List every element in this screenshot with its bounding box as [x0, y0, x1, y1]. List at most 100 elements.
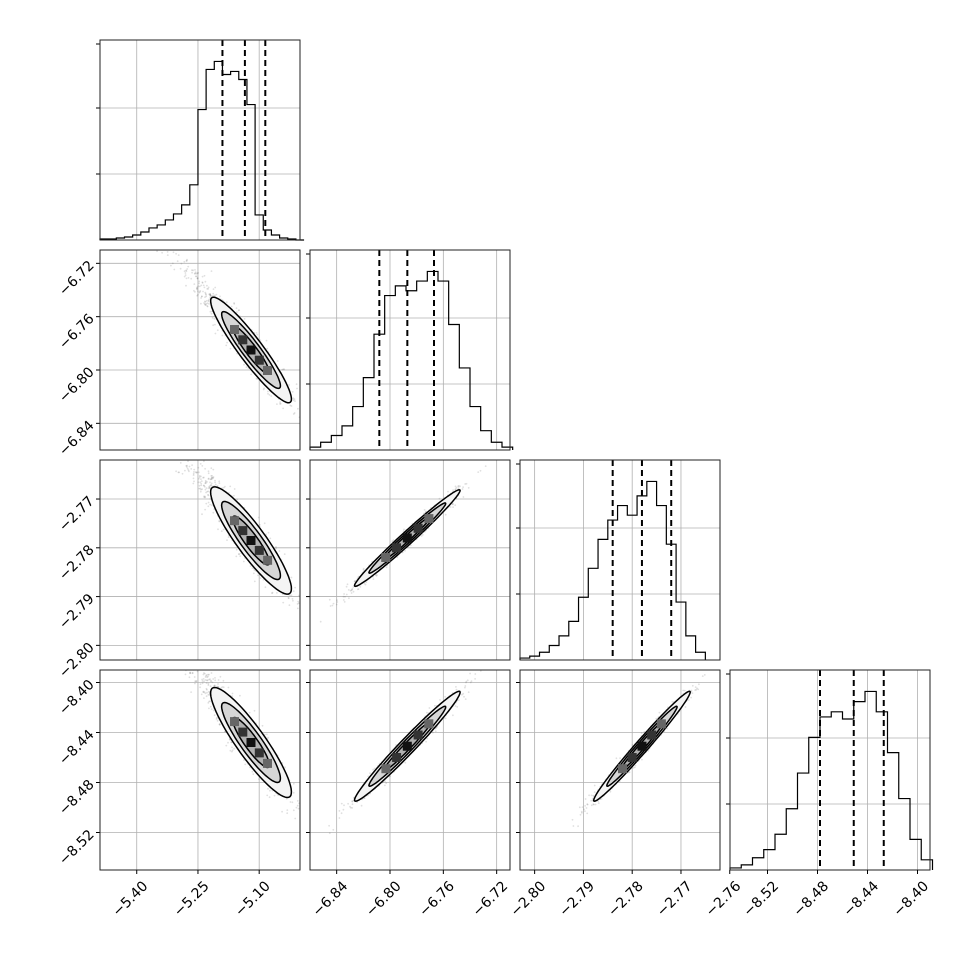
scatter-point: [267, 531, 270, 534]
scatter-point: [235, 548, 238, 551]
scatter-point: [186, 464, 188, 467]
scatter-point: [452, 489, 454, 491]
axes-frame: [309, 249, 511, 451]
scatter-point: [203, 484, 206, 487]
scatter-point: [264, 586, 267, 589]
scatter-point: [402, 530, 405, 533]
scatter-point: [292, 397, 295, 400]
scatter-point: [203, 672, 206, 675]
scatter-point: [267, 736, 270, 739]
scatter-point: [275, 547, 277, 550]
density-bin: [238, 526, 248, 536]
scatter-point: [187, 265, 190, 268]
scatter-point: [279, 403, 281, 405]
scatter-point: [454, 488, 457, 491]
scatter-point: [421, 533, 424, 536]
scatter-point: [291, 391, 294, 393]
scatter-point: [199, 290, 201, 293]
scatter-point: [205, 687, 208, 690]
scatter-point: [192, 472, 195, 475]
hist-panel-2: [516, 459, 721, 661]
scatter-point: [284, 766, 286, 769]
scatter-point: [244, 763, 247, 766]
scatter-point: [196, 287, 198, 290]
scatter-point: [201, 281, 204, 284]
scatter-point: [296, 607, 299, 610]
scatter-point: [336, 601, 339, 603]
scatter-point: [262, 578, 265, 581]
scatter-point: [257, 516, 260, 519]
scatter-point: [200, 488, 202, 491]
scatter-point: [449, 506, 452, 508]
scatter-point: [192, 477, 195, 480]
scatter-point: [294, 817, 297, 820]
scatter-point: [207, 494, 210, 497]
scatter-point: [267, 390, 269, 393]
scatter-point: [454, 485, 457, 488]
scatter-point: [352, 590, 355, 593]
scatter-point: [216, 329, 219, 332]
scatter-point: [288, 384, 290, 386]
scatter-point: [331, 604, 334, 607]
scatter-point: [175, 252, 178, 255]
scatter-point: [194, 471, 197, 474]
scatter-point: [199, 487, 202, 490]
scatter-point: [202, 290, 204, 293]
scatter-point: [203, 302, 205, 304]
scatter-point: [211, 475, 214, 477]
scatter-point: [218, 520, 221, 522]
scatter-point: [291, 598, 294, 600]
scatter-point: [205, 491, 208, 494]
scatter-point: [447, 490, 449, 493]
scatter-point: [200, 284, 203, 287]
scatter-point: [213, 294, 216, 297]
scatter-point: [210, 478, 213, 481]
scatter-point: [224, 485, 226, 488]
scatter-point: [227, 686, 230, 689]
scatter-point: [345, 585, 348, 588]
scatter-point: [198, 475, 201, 477]
scatter-point: [282, 601, 285, 604]
scatter-point: [259, 577, 262, 579]
scatter-point: [297, 602, 300, 605]
scatter-point: [352, 586, 355, 588]
axes-frame: [99, 249, 301, 451]
scatter-point: [199, 285, 201, 288]
scatter-point: [202, 476, 205, 479]
scatter-point: [177, 471, 180, 474]
scatter-point: [253, 580, 256, 583]
scatter-point: [209, 705, 212, 708]
scatter-point: [194, 291, 196, 293]
scatter-point: [457, 485, 459, 488]
scatter-point: [342, 595, 345, 598]
scatter-point: [451, 503, 454, 506]
scatter-point: [231, 749, 234, 752]
axes-frame: [99, 459, 301, 661]
scatter-point: [206, 284, 208, 287]
scatter-point: [201, 282, 204, 284]
scatter-point: [226, 341, 229, 344]
scatter-point: [258, 778, 260, 780]
density-bin: [254, 355, 264, 365]
scatter-point: [170, 264, 172, 267]
scatter-point: [205, 293, 208, 296]
scatter-point: [222, 686, 225, 689]
scatter-point: [452, 503, 454, 506]
scatter-point: [362, 568, 365, 571]
scatter-point: [187, 460, 189, 462]
scatter-point: [185, 260, 188, 262]
scatter-point: [209, 293, 212, 295]
scatter-point: [204, 304, 207, 306]
scatter-point: [233, 303, 236, 305]
scatter-point: [206, 679, 208, 681]
scatter-point: [281, 810, 283, 813]
scatter-point: [184, 272, 187, 274]
scatter-point: [178, 471, 181, 474]
scatter-point: [263, 387, 265, 390]
scatter-point: [210, 478, 213, 480]
scatter-point: [215, 293, 218, 296]
scatter-point: [203, 303, 206, 305]
scatter-point: [210, 476, 213, 479]
scatter-point: [484, 465, 487, 467]
